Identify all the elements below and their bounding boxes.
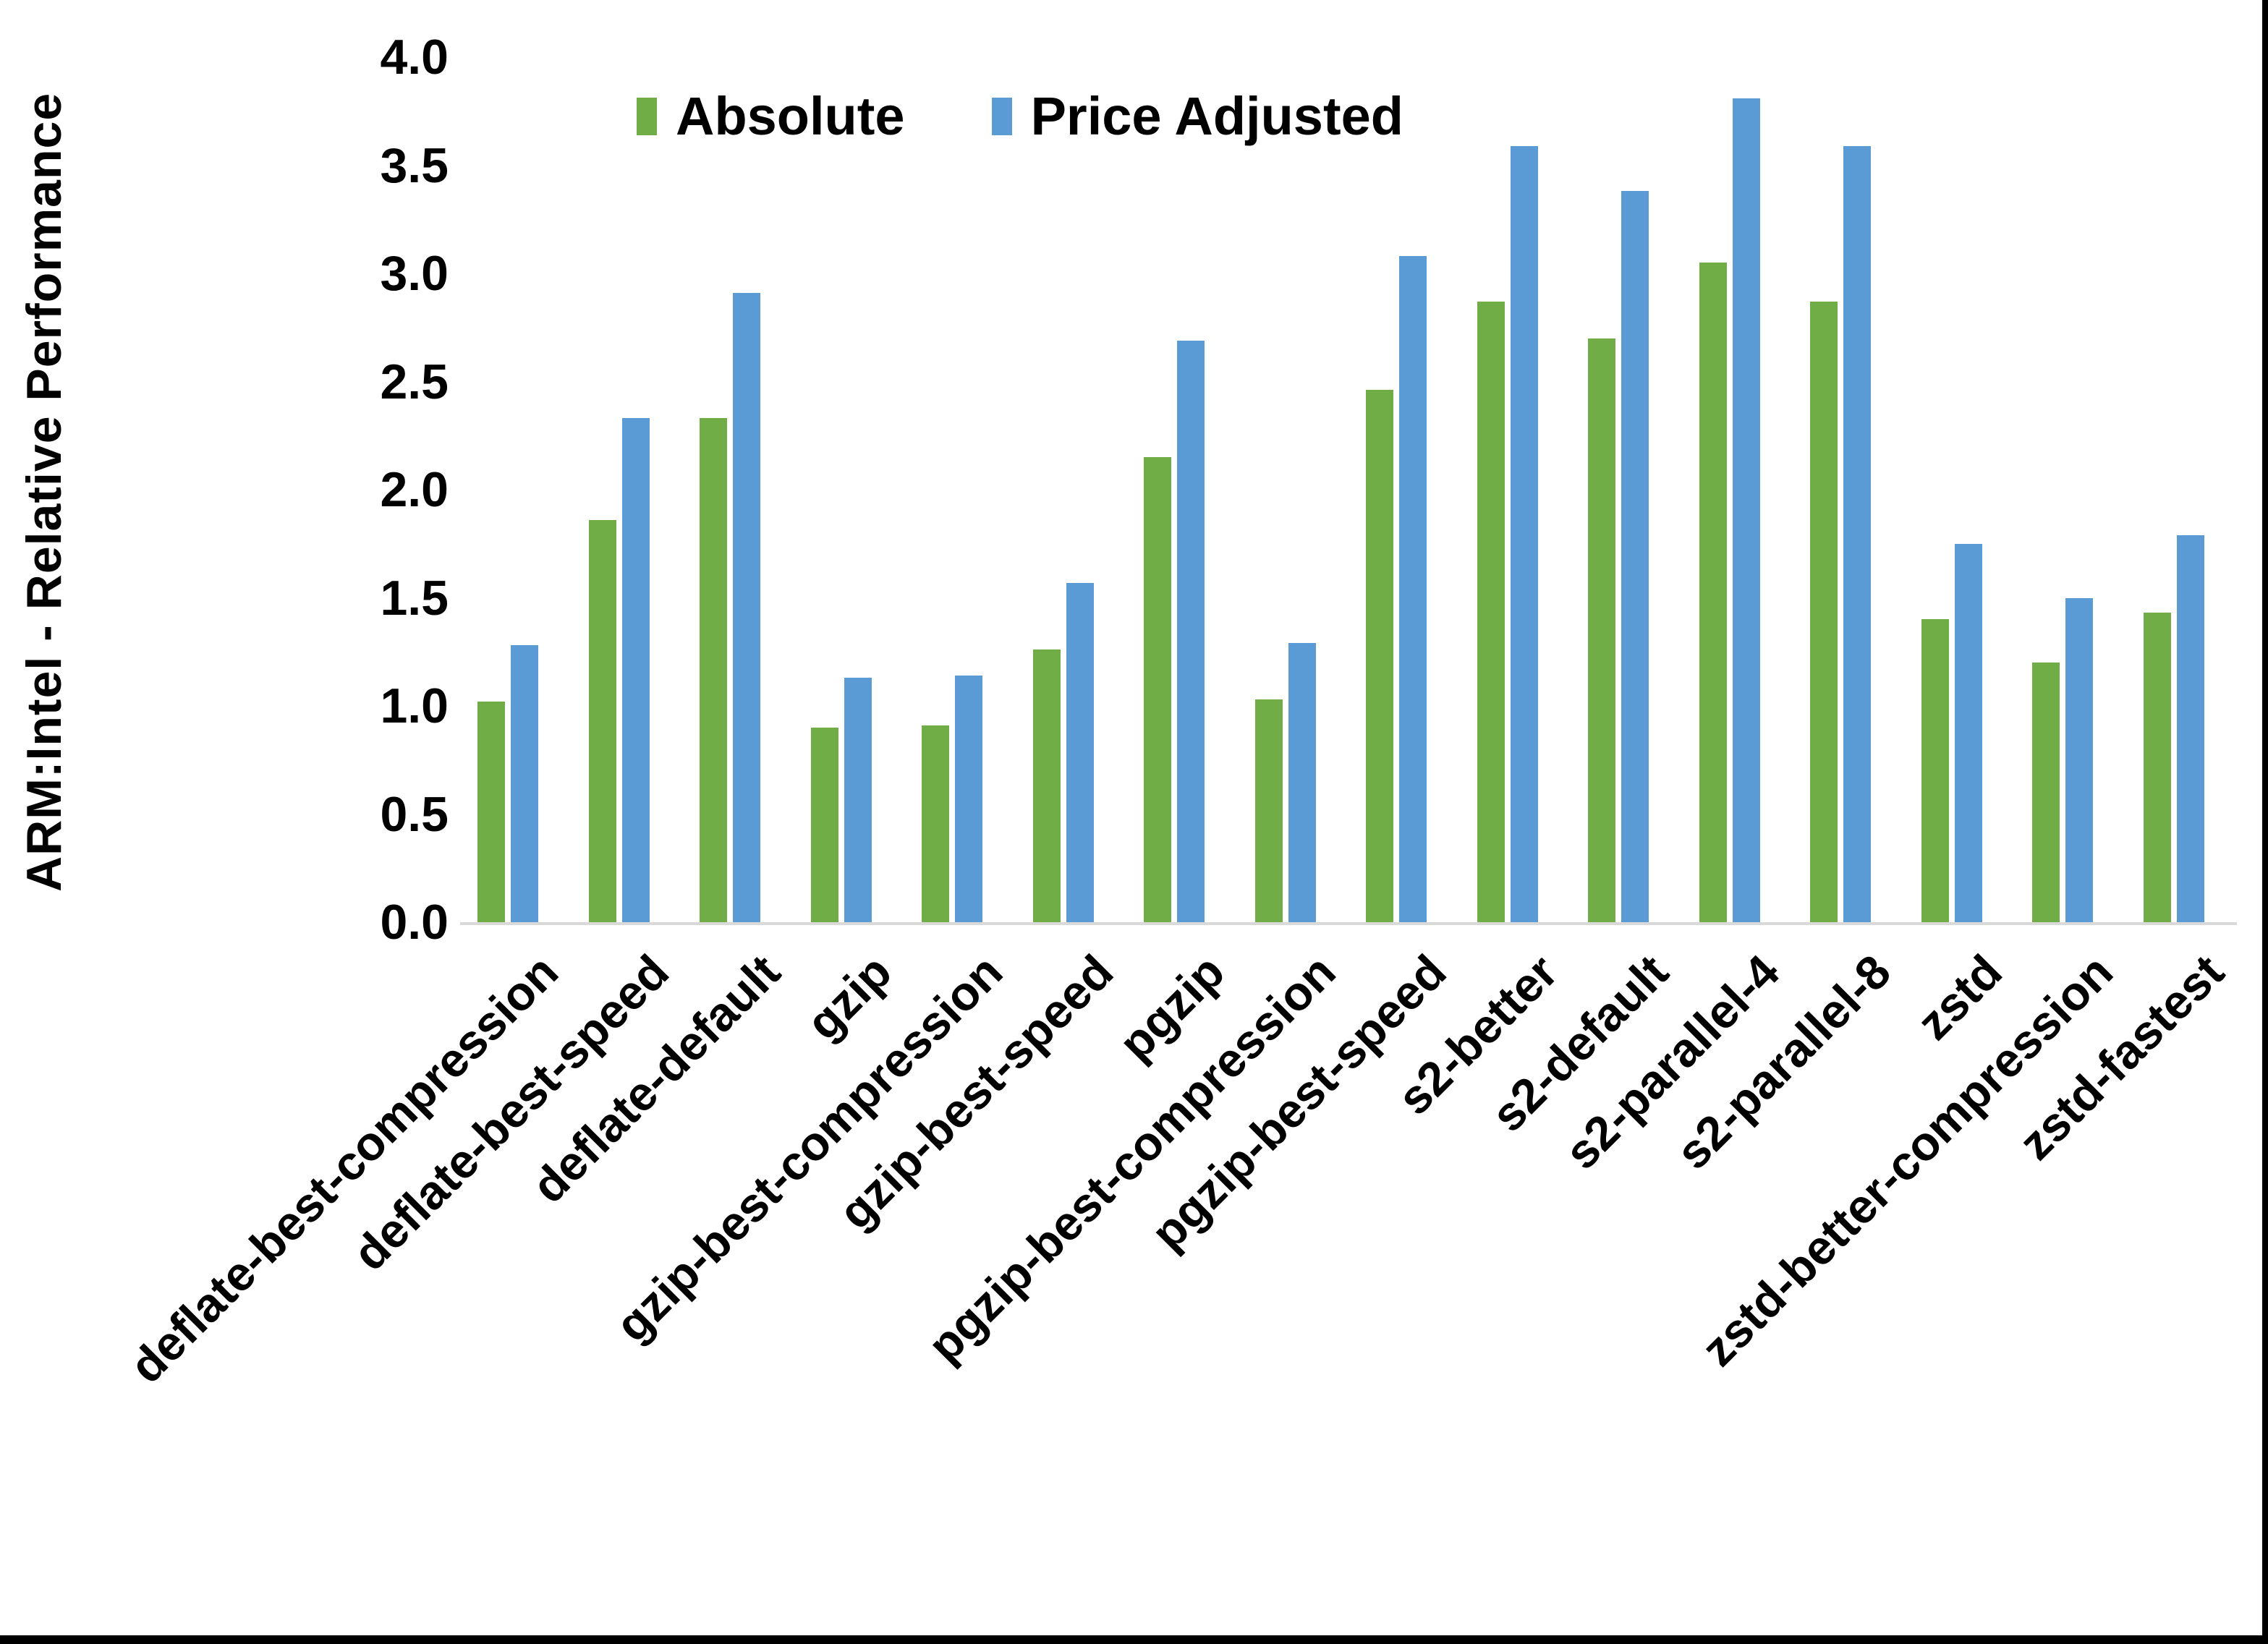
bar-absolute-zstd-fastest bbox=[2143, 613, 2171, 922]
bar-absolute-pgzip bbox=[1144, 457, 1171, 922]
bar-price-adjusted-zstd-better-compression bbox=[2065, 597, 2093, 922]
bar-price-adjusted-gzip-best-speed bbox=[1066, 582, 1094, 922]
bar-absolute-s2-better bbox=[1477, 301, 1505, 922]
y-tick-0.5: 0.5 bbox=[380, 786, 449, 842]
y-tick-1.5: 1.5 bbox=[380, 570, 449, 626]
bar-absolute-s2-default bbox=[1588, 338, 1615, 922]
y-tick-3.0: 3.0 bbox=[380, 246, 449, 301]
y-tick-1.0: 1.0 bbox=[380, 678, 449, 733]
y-tick-3.5: 3.5 bbox=[380, 137, 449, 193]
y-axis-title: ARM:Intel - Relative Performance bbox=[17, 92, 72, 892]
bar-price-adjusted-s2-default bbox=[1621, 191, 1649, 922]
bar-price-adjusted-deflate-best-compression bbox=[511, 645, 538, 922]
bar-price-adjusted-pgzip-best-compression bbox=[1288, 643, 1316, 922]
bar-absolute-pgzip-best-compression bbox=[1254, 699, 1283, 922]
bar-absolute-deflate-best-speed bbox=[588, 519, 616, 922]
bar-absolute-deflate-best-compression bbox=[477, 702, 505, 922]
legend-item-price-adjusted: Price Adjusted bbox=[991, 85, 1403, 147]
bar-absolute-zstd-better-compression bbox=[2032, 663, 2060, 922]
bar-price-adjusted-pgzip-best-speed bbox=[1399, 256, 1427, 922]
legend-item-absolute: Absolute bbox=[637, 85, 905, 147]
legend-label-absolute: Absolute bbox=[676, 86, 905, 146]
frame-right-border bbox=[2262, 0, 2268, 1644]
legend-swatch-price-adjusted-icon bbox=[991, 97, 1012, 135]
bar-absolute-zstd bbox=[1921, 619, 1949, 922]
y-tick-4.0: 4.0 bbox=[380, 30, 449, 85]
x-axis-line bbox=[460, 922, 2237, 925]
bar-price-adjusted-gzip bbox=[844, 678, 872, 922]
bar-absolute-deflate-default bbox=[700, 418, 727, 922]
legend-swatch-absolute-icon bbox=[637, 97, 657, 135]
bar-price-adjusted-pgzip bbox=[1177, 340, 1205, 922]
bar-price-adjusted-s2-parallel-8 bbox=[1843, 145, 1871, 922]
legend-label-price-adjusted: Price Adjusted bbox=[1030, 86, 1403, 146]
bar-price-adjusted-deflate-best-speed bbox=[621, 418, 650, 922]
bar-price-adjusted-zstd bbox=[1954, 543, 1982, 922]
bar-price-adjusted-s2-better bbox=[1510, 145, 1538, 922]
bar-absolute-s2-parallel-8 bbox=[1810, 301, 1838, 922]
y-tick-2.5: 2.5 bbox=[380, 354, 449, 409]
bar-absolute-gzip-best-compression bbox=[922, 725, 949, 922]
frame-bottom-border bbox=[0, 1635, 2268, 1644]
y-tick-0.0: 0.0 bbox=[380, 895, 449, 950]
bar-absolute-gzip-best-speed bbox=[1032, 649, 1061, 922]
x-label-deflate-best-compression: deflate-best-compression bbox=[119, 944, 569, 1393]
bar-absolute-s2-parallel-4 bbox=[1699, 263, 1727, 922]
bar-price-adjusted-zstd-fastest bbox=[2176, 534, 2204, 922]
bar-absolute-gzip bbox=[810, 727, 838, 922]
bar-price-adjusted-deflate-default bbox=[733, 292, 760, 922]
bar-absolute-pgzip-best-speed bbox=[1366, 390, 1393, 922]
y-tick-2.0: 2.0 bbox=[380, 462, 449, 517]
bar-price-adjusted-gzip-best-compression bbox=[955, 676, 982, 922]
legend: Absolute Price Adjusted bbox=[637, 85, 1403, 147]
bar-price-adjusted-s2-parallel-4 bbox=[1732, 98, 1760, 922]
